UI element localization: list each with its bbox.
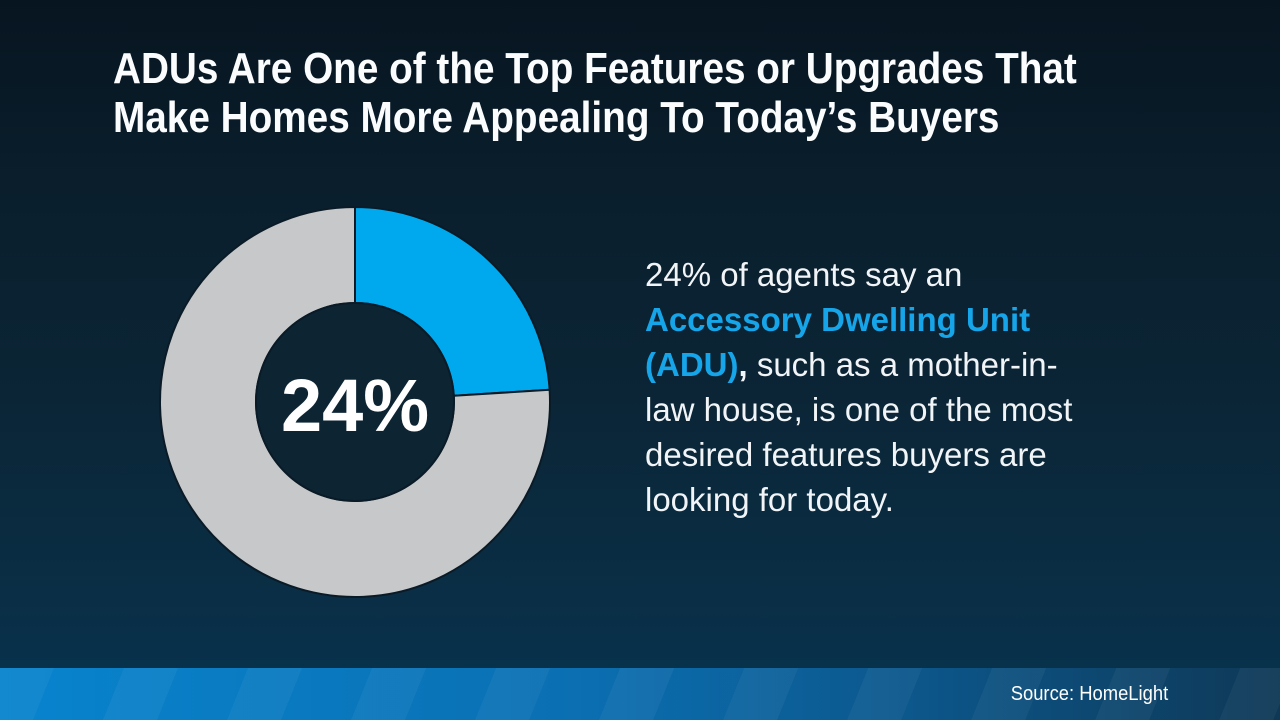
- paragraph-segment: law house, is one of the most: [645, 391, 1073, 428]
- paragraph-segment: Accessory Dwelling Unit: [645, 301, 1031, 338]
- source-credit: Source: HomeLight: [1010, 682, 1168, 705]
- paragraph-segment: desired features buyers are: [645, 436, 1047, 473]
- paragraph-segment: (ADU): [645, 346, 739, 383]
- slide-title-line-2: Make Homes More Appealing To Today’s Buy…: [113, 93, 1000, 142]
- stat-paragraph: 24% of agents say an Accessory Dwelling U…: [645, 252, 1205, 522]
- donut-hole: [255, 302, 455, 502]
- donut-svg: [159, 205, 552, 598]
- donut-chart: [158, 205, 552, 599]
- paragraph-segment: such as a mother-in-: [747, 346, 1058, 383]
- slide-title: ADUs Are One of the Top Features or Upgr…: [113, 44, 1077, 142]
- slide-title-line-1: ADUs Are One of the Top Features or Upgr…: [113, 44, 1077, 93]
- paragraph-segment: ,: [738, 346, 748, 383]
- footer-bar: Source: HomeLight: [0, 668, 1280, 720]
- donut-center-label: 24%: [280, 363, 430, 447]
- paragraph-segment: looking for today.: [645, 481, 894, 518]
- paragraph-segment: 24% of agents say an: [645, 256, 963, 293]
